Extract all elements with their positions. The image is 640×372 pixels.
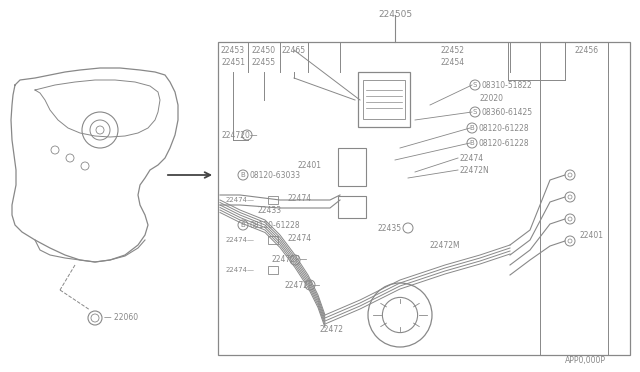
Text: APP0,000P: APP0,000P: [565, 356, 606, 365]
Text: 08120-61228: 08120-61228: [250, 221, 301, 230]
Bar: [218, 42, 630, 355]
Bar: [363, 80, 405, 119]
Text: B: B: [241, 222, 245, 228]
Text: 08310-51822: 08310-51822: [482, 80, 532, 90]
Bar: [338, 148, 366, 186]
Text: 22474—: 22474—: [226, 237, 255, 243]
Text: 22452: 22452: [441, 45, 465, 55]
Text: 22456: 22456: [575, 45, 599, 55]
Text: S: S: [473, 109, 477, 115]
Text: B: B: [470, 125, 474, 131]
Text: 22401: 22401: [298, 160, 322, 170]
Text: 22401: 22401: [580, 231, 604, 240]
Text: 22474: 22474: [288, 193, 312, 202]
Text: B: B: [470, 140, 474, 146]
Text: 22472M: 22472M: [430, 241, 461, 250]
Text: 08120-63033: 08120-63033: [250, 170, 301, 180]
Bar: [358, 72, 410, 127]
Text: 22474—: 22474—: [226, 197, 255, 203]
Text: 08360-61425: 08360-61425: [482, 108, 533, 116]
Text: 22472P—: 22472P—: [285, 280, 321, 289]
Text: 22455: 22455: [252, 58, 276, 67]
Text: B: B: [241, 172, 245, 178]
Text: 22020: 22020: [480, 93, 504, 103]
Text: 22472N: 22472N: [460, 166, 490, 174]
Text: 224720—: 224720—: [222, 131, 259, 140]
Text: 22474—: 22474—: [226, 267, 255, 273]
Text: 22435: 22435: [378, 224, 402, 232]
Text: 22474: 22474: [460, 154, 484, 163]
Bar: [268, 266, 278, 274]
Text: 22450: 22450: [252, 45, 276, 55]
Text: — 22060: — 22060: [104, 314, 138, 323]
Text: 22454: 22454: [441, 58, 465, 67]
Bar: [338, 196, 366, 218]
Text: 22472: 22472: [320, 326, 344, 334]
Text: 224505: 224505: [378, 10, 412, 19]
Text: 22453: 22453: [221, 45, 245, 55]
Bar: [268, 236, 278, 244]
Text: 22472P—: 22472P—: [272, 256, 308, 264]
Text: 22433: 22433: [258, 205, 282, 215]
Text: 08120-61228: 08120-61228: [479, 138, 530, 148]
Text: S: S: [473, 82, 477, 88]
Text: 08120-61228: 08120-61228: [479, 124, 530, 132]
Text: 22465: 22465: [282, 45, 306, 55]
Text: 22474: 22474: [288, 234, 312, 243]
Bar: [268, 196, 278, 204]
Text: 22451: 22451: [221, 58, 245, 67]
